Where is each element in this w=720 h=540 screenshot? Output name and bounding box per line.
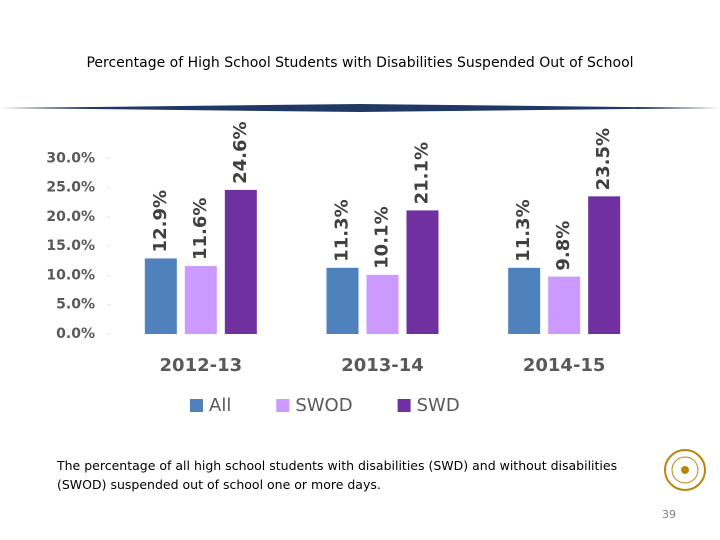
x-tick-label: 2013-14: [341, 355, 424, 376]
bar: [326, 267, 359, 334]
value-label: 11.3%: [513, 199, 534, 261]
value-label: 24.6%: [230, 121, 251, 183]
value-label: 23.5%: [593, 128, 614, 190]
divider: [0, 104, 720, 112]
page-number: 39: [662, 508, 676, 521]
y-tick-label: 20.0%: [46, 209, 95, 225]
seal: [664, 449, 706, 491]
caption: The percentage of all high school studen…: [57, 458, 618, 492]
bar: [224, 189, 257, 334]
bar: [184, 266, 217, 334]
y-tick-label: 30.0%: [46, 150, 95, 166]
value-label: 12.9%: [150, 190, 171, 252]
legend-swatch: [397, 399, 411, 412]
y-tick-label: 15.0%: [46, 238, 95, 254]
bar: [144, 258, 177, 334]
y-tick-label: 25.0%: [46, 180, 95, 196]
x-tick-label: 2014-15: [523, 355, 606, 376]
legend-label: SWOD: [295, 395, 352, 416]
y-tick-label: 0.0%: [56, 326, 95, 342]
value-label: 11.3%: [332, 199, 353, 261]
y-tick-label: 5.0%: [56, 297, 95, 313]
bar: [548, 276, 581, 334]
value-label: 9.8%: [553, 221, 574, 271]
chart-title: Percentage of High School Students with …: [86, 55, 633, 71]
legend-swatch: [190, 399, 203, 412]
value-label: 21.1%: [412, 142, 433, 204]
legend-label: All: [209, 395, 231, 416]
y-tick-label: 10.0%: [46, 267, 95, 283]
value-label: 11.6%: [190, 198, 211, 260]
legend-swatch: [276, 399, 290, 412]
legend-label: SWD: [417, 395, 460, 416]
bar: [588, 196, 621, 334]
bar: [366, 274, 399, 334]
value-label: 10.1%: [372, 206, 393, 268]
x-tick-label: 2012-13: [160, 355, 243, 376]
bar: [406, 210, 439, 334]
bar: [508, 267, 541, 334]
